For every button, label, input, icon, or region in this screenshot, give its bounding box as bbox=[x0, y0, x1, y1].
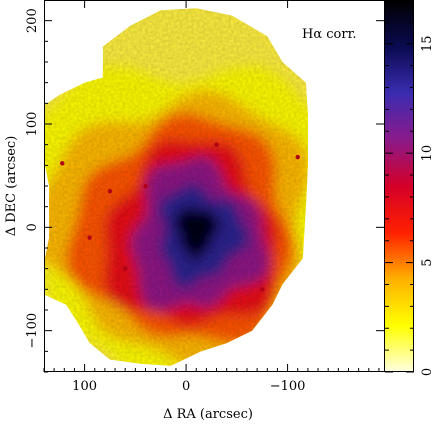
y-tick-label: −100 bbox=[25, 313, 40, 349]
colorbar-ticks: 0 5 10 15 bbox=[385, 0, 434, 376]
knot-marker bbox=[295, 154, 300, 160]
x-tick-label: 100 bbox=[72, 379, 97, 394]
knot-marker bbox=[143, 183, 148, 189]
x-tick-label: −100 bbox=[270, 379, 306, 394]
knot-marker bbox=[214, 142, 219, 147]
emission-map bbox=[44, 8, 308, 366]
x-tick-label: 0 bbox=[182, 379, 190, 394]
colorbar bbox=[385, 0, 414, 372]
y-tick-label: 0 bbox=[25, 223, 40, 231]
map-grain bbox=[44, 8, 308, 366]
knot-marker bbox=[122, 266, 128, 271]
y-tick-label: 100 bbox=[25, 112, 40, 137]
y-axis-ticks: −100 0 100 200 bbox=[25, 0, 384, 373]
colorbar-tick-label: 10 bbox=[420, 145, 434, 162]
knot-marker bbox=[60, 161, 65, 166]
colorbar-frame bbox=[384, 0, 414, 372]
knot-marker bbox=[107, 188, 113, 194]
y-axis-title: Δ DEC (arcsec) bbox=[4, 136, 19, 237]
colorbar-tick-label: 5 bbox=[420, 258, 434, 266]
colorbar-tick-label: 15 bbox=[420, 35, 434, 52]
x-axis-ticks: 100 0 −100 bbox=[43, 0, 380, 394]
x-axis-title: Δ RA (arcsec) bbox=[163, 407, 253, 422]
y-tick-label: 200 bbox=[25, 8, 40, 33]
knot-marker bbox=[260, 287, 265, 292]
knot-marker bbox=[87, 235, 92, 240]
colorbar-tick-label: 0 bbox=[420, 368, 434, 376]
compact-knots bbox=[60, 142, 300, 292]
map-annotation: Hα corr. bbox=[302, 27, 357, 42]
